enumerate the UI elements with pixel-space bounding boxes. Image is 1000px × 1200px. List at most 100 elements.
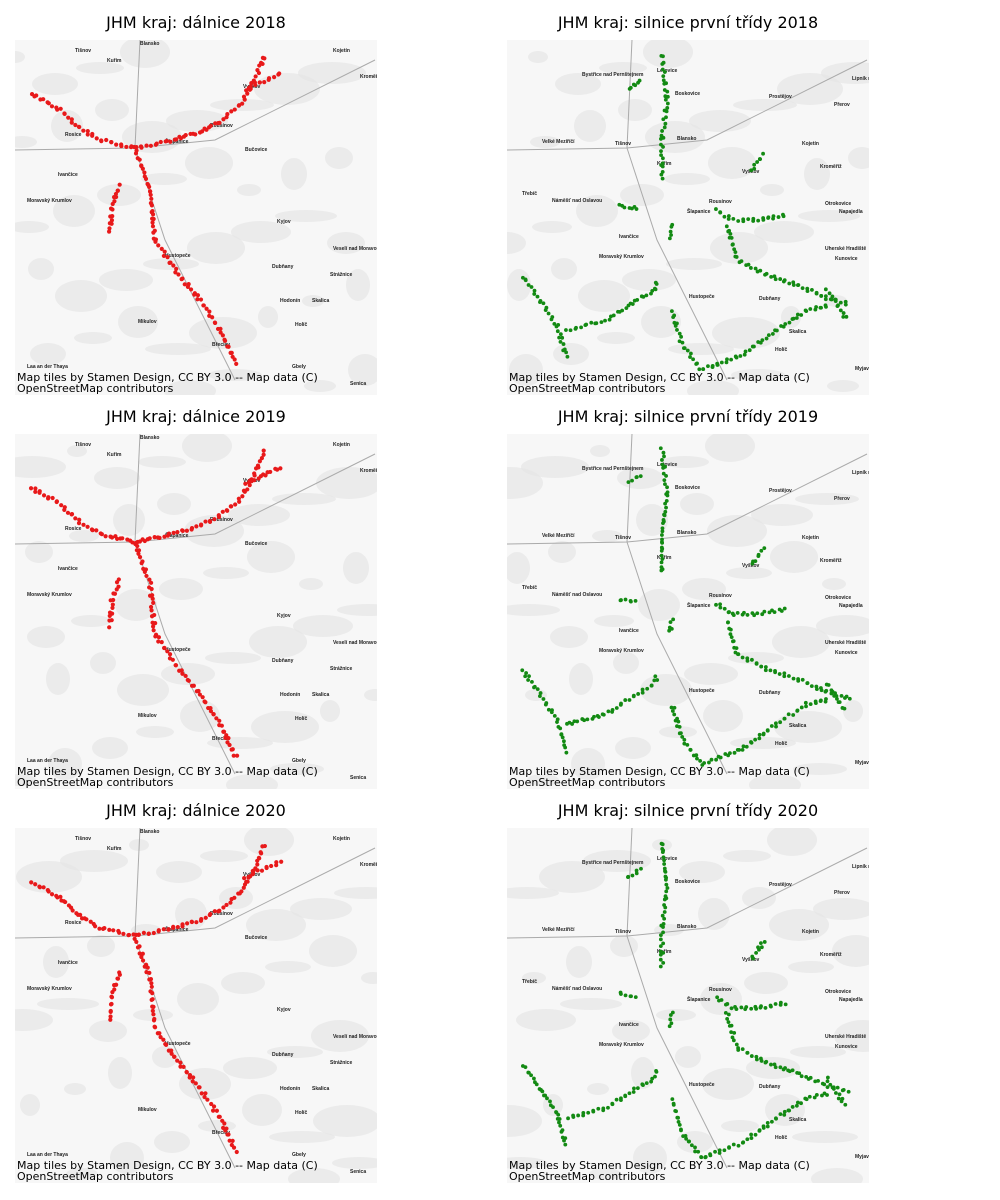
place-label: Rosice [65,132,82,138]
terrain [798,210,860,222]
incident-dot [628,85,633,90]
incident-dot [691,357,696,362]
terrain [25,541,53,563]
terrain [90,652,116,674]
incident-dot [659,172,664,177]
incident-dot [173,663,179,668]
terrain [117,674,169,706]
incident-dot [203,700,208,705]
place-label: Napajedla [839,997,863,1003]
incident-dot [722,606,727,611]
incident-dot [639,866,643,871]
incident-dot [558,340,563,344]
incident-dot [790,1105,795,1109]
place-label: Skalica [789,723,806,729]
incident-dot [726,229,731,234]
incident-dot [732,750,737,755]
incident-dot [714,757,718,762]
incident-dot [178,1060,183,1065]
incident-dot [781,214,786,219]
incident-dot [804,309,809,314]
road [134,828,141,937]
incident-dot [819,698,823,703]
incident-dot [110,602,115,607]
incident-dot [634,475,639,479]
terrain [92,737,128,759]
place-label: Lipník nad Bečvou [852,864,896,870]
incident-dot [33,489,38,494]
place-label: Bučovice [245,541,267,547]
place-label: Laa an der Thaya [27,364,68,370]
terrain [767,828,817,856]
incident-dot [109,221,114,226]
terrain [613,652,639,674]
incident-dot [124,144,129,150]
incident-dot [804,704,808,709]
attribution: OpenStreetMap contributors [509,776,666,789]
incident-dot [760,338,765,343]
incident-dot [819,305,823,310]
incident-dot [149,196,154,201]
incident-dot [240,101,245,106]
incident-dot [110,990,115,995]
incident-dot [188,287,194,292]
incident-dot [835,1085,840,1090]
incident-dot [722,1148,727,1153]
incident-dot [184,528,190,533]
incident-dot [672,712,677,717]
incident-dot [94,136,99,141]
incident-dot [765,728,770,733]
incident-dot [725,1002,730,1006]
incident-dot [523,1065,528,1070]
incident-dot [766,333,771,338]
terrain [659,726,697,738]
incident-dot [750,657,754,662]
incident-dot [179,277,184,282]
incident-dot [717,1151,722,1155]
incident-dot [245,879,250,884]
place-label: Napajedla [839,603,863,609]
incident-dot [162,249,167,254]
incident-dot [662,513,667,518]
incident-dot [669,309,674,314]
attribution: Map tiles by Stamen Design, CC BY 3.0 --… [17,371,318,384]
incident-dot [268,469,273,475]
terrain [115,589,157,621]
incident-dot [661,54,665,59]
place-label: Myjava [855,366,872,372]
place-label: Letovice [657,68,678,74]
incident-dot [660,842,665,847]
incident-dot [766,215,771,220]
incident-dot [665,485,669,490]
incident-dot [49,104,55,109]
place-label: Náměšť nad Oslavou [552,198,602,204]
incident-dot [669,626,674,631]
incident-dot [150,1008,155,1013]
incident-dot [649,683,654,688]
incident-dot [262,843,268,849]
incident-dot [778,720,783,725]
incident-dot [154,141,159,146]
incident-dot [769,1004,773,1009]
terrain [751,504,813,526]
incident-dot [208,705,213,711]
incident-dot [228,504,233,509]
place-label: Skalica [312,298,329,304]
incident-dot [556,1112,561,1117]
incident-dot [650,288,655,293]
incident-dot [661,471,666,476]
incident-dot [114,587,119,592]
incident-dot [241,488,247,493]
terrain [811,1168,863,1183]
place-label: Kroměříž [820,558,842,564]
incident-dot [684,1136,689,1141]
incident-dot [667,1024,672,1029]
incident-dot [229,350,234,355]
incident-dot [156,243,161,248]
incident-dot [680,734,685,739]
terrain [182,434,232,462]
attribution: Map tiles by Stamen Design, CC BY 3.0 --… [509,765,810,778]
incident-dot [576,1113,581,1118]
incident-dot [829,297,834,302]
incident-dot [599,320,604,325]
